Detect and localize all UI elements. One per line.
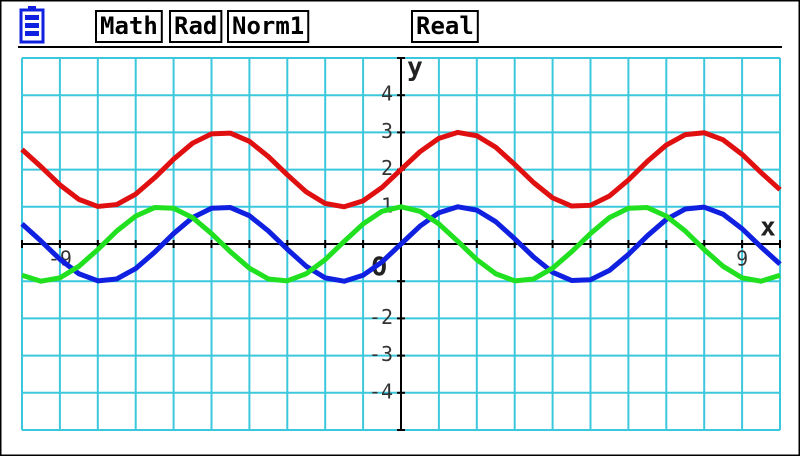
y-axis-label: y — [407, 53, 423, 83]
y-tick-label: 3 — [381, 119, 393, 143]
status-label: Norm1 — [232, 12, 304, 40]
status-box — [411, 10, 479, 43]
status-label: Rad — [174, 12, 217, 40]
battery-icon — [19, 6, 45, 44]
status-box — [95, 10, 163, 43]
status-bar: Math Rad Norm1 Real — [95, 10, 479, 43]
function-curve — [20, 204, 782, 284]
y-tick-label: -3 — [369, 342, 393, 366]
y-tick-label: -4 — [369, 379, 393, 403]
y-tick-label: -2 — [369, 305, 393, 329]
function-curve — [20, 129, 782, 210]
status-label: Math — [100, 12, 158, 40]
function-curve — [21, 204, 781, 284]
y-tick-label: 2 — [381, 156, 393, 180]
y-tick-label: 4 — [381, 82, 393, 106]
status-box — [227, 10, 310, 43]
x-tick-label: 9 — [736, 247, 748, 271]
x-axis-label: x — [760, 213, 776, 243]
status-box — [169, 10, 223, 43]
status-label: Real — [416, 12, 474, 40]
